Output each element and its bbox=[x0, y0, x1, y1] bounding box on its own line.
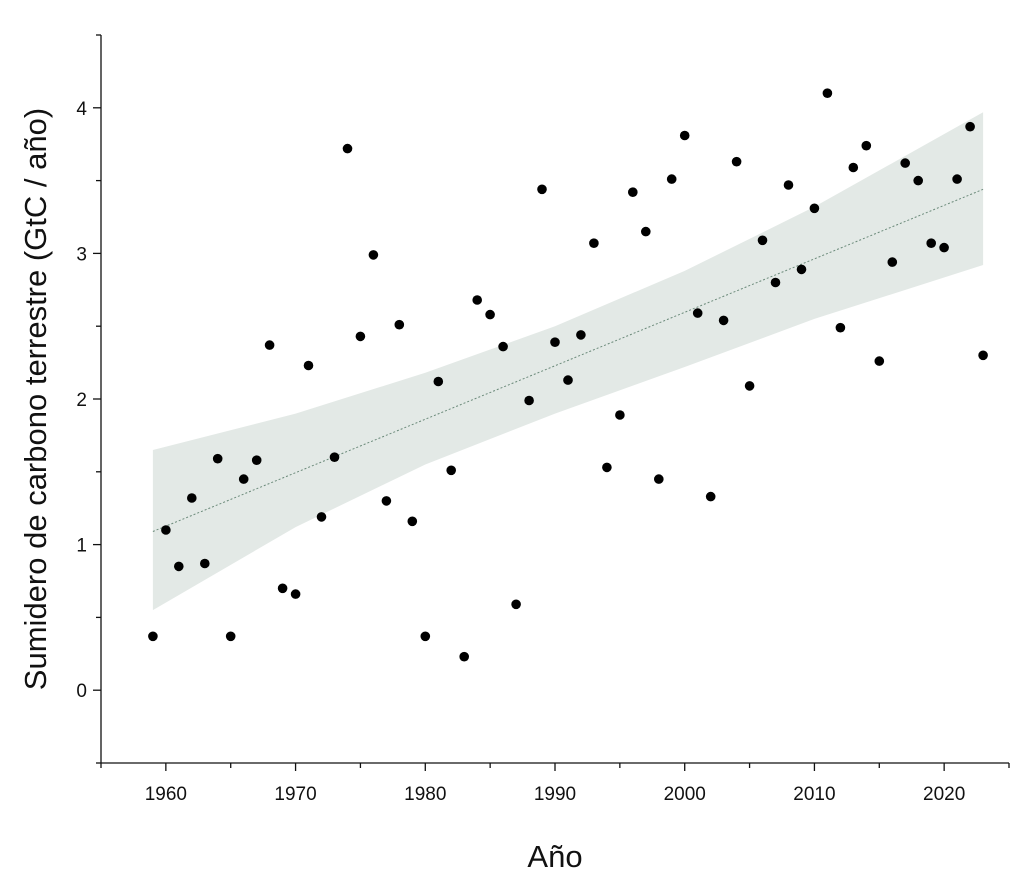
data-point bbox=[705, 491, 716, 502]
data-point bbox=[848, 162, 859, 173]
data-point bbox=[407, 516, 418, 527]
data-point bbox=[887, 257, 898, 267]
confidence-band bbox=[152, 112, 984, 611]
data-point bbox=[679, 130, 690, 141]
data-point bbox=[251, 455, 262, 466]
data-point bbox=[368, 250, 379, 260]
data-point bbox=[537, 184, 547, 195]
x-tick-label: 1990 bbox=[534, 784, 576, 805]
data-point bbox=[485, 309, 495, 320]
data-point bbox=[718, 315, 729, 326]
data-point bbox=[355, 331, 366, 342]
data-point bbox=[692, 308, 703, 318]
data-point bbox=[861, 140, 872, 151]
data-point bbox=[303, 360, 314, 371]
data-point bbox=[563, 375, 573, 385]
data-point bbox=[615, 410, 625, 420]
data-point bbox=[589, 238, 599, 248]
data-point bbox=[394, 319, 405, 330]
data-point bbox=[978, 350, 988, 361]
data-point bbox=[666, 174, 677, 184]
data-point bbox=[809, 203, 820, 214]
data-point bbox=[277, 583, 288, 594]
data-point bbox=[433, 376, 444, 387]
data-point bbox=[602, 462, 612, 473]
y-tick-label: 0 bbox=[76, 681, 87, 702]
x-axis-title: Año bbox=[527, 839, 582, 874]
data-point bbox=[238, 474, 249, 484]
data-point bbox=[524, 395, 534, 406]
y-tick-label: 3 bbox=[76, 244, 87, 265]
data-point bbox=[757, 235, 768, 246]
data-point bbox=[472, 295, 483, 305]
data-point bbox=[913, 175, 923, 186]
x-tick-label: 2020 bbox=[923, 784, 965, 805]
axes-layer: 1960 1970 1980 1990 2000 2010 2020 0 1 2 3 4 bbox=[76, 34, 1010, 805]
data-point bbox=[770, 277, 781, 288]
data-point bbox=[174, 561, 184, 572]
data-point bbox=[731, 156, 742, 167]
data-point bbox=[446, 465, 457, 476]
data-point bbox=[498, 341, 508, 352]
x-tick-label: 1980 bbox=[404, 784, 446, 805]
y-tick-label: 1 bbox=[76, 536, 87, 557]
y-tick-label: 4 bbox=[76, 99, 87, 120]
data-point bbox=[459, 651, 470, 662]
data-point bbox=[200, 558, 210, 569]
data-point bbox=[654, 474, 664, 484]
y-axis-title: Sumidero de carbono terrestre (GtC / año… bbox=[18, 108, 53, 690]
data-point bbox=[212, 453, 223, 464]
x-tick-label: 2000 bbox=[664, 784, 706, 805]
data-point bbox=[576, 330, 586, 340]
data-point bbox=[952, 174, 962, 184]
data-point bbox=[225, 631, 236, 642]
data-point bbox=[796, 264, 807, 275]
data-point bbox=[316, 512, 327, 522]
x-tick-label: 1960 bbox=[145, 784, 187, 805]
data-point bbox=[381, 496, 392, 506]
data-point bbox=[641, 226, 651, 237]
x-tick-label: 2010 bbox=[793, 784, 835, 805]
data-point bbox=[550, 337, 560, 348]
data-point bbox=[965, 121, 975, 132]
data-point bbox=[835, 322, 846, 333]
x-tick-label: 1970 bbox=[274, 784, 316, 805]
data-point bbox=[511, 599, 521, 610]
trend-line-layer bbox=[152, 188, 984, 532]
data-point bbox=[783, 180, 794, 190]
data-point bbox=[420, 631, 431, 642]
y-tick-label: 2 bbox=[76, 390, 87, 411]
data-point bbox=[187, 493, 197, 503]
data-point bbox=[161, 525, 171, 535]
data-point bbox=[900, 158, 910, 168]
data-point bbox=[148, 631, 158, 642]
data-point bbox=[329, 452, 340, 463]
data-point bbox=[628, 187, 638, 197]
data-point bbox=[342, 143, 353, 154]
data-point bbox=[874, 356, 885, 366]
data-point bbox=[744, 381, 755, 391]
data-point bbox=[926, 238, 936, 248]
confidence-band-layer bbox=[152, 112, 984, 611]
data-points-layer bbox=[148, 88, 988, 662]
data-point bbox=[290, 589, 301, 599]
data-point bbox=[822, 88, 833, 98]
trend-line bbox=[152, 188, 984, 532]
data-point bbox=[939, 242, 949, 253]
data-point bbox=[264, 340, 275, 350]
